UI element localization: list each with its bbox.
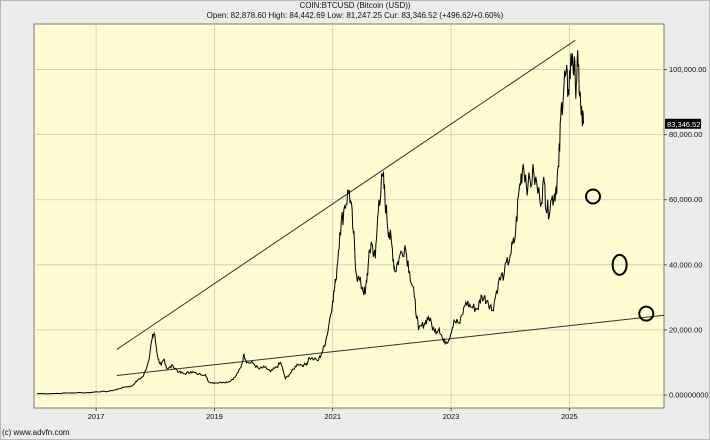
- current-price-box: [665, 118, 701, 129]
- y-tick-label: 60,000.00: [669, 195, 702, 204]
- y-tick-label: 40,000.00: [669, 260, 702, 269]
- x-tick-label: 2023: [443, 412, 460, 421]
- y-tick-label: 0.00000000: [669, 390, 709, 399]
- x-tick-label: 2019: [206, 412, 223, 421]
- ohlc-readout: Open: 82,878.60 High: 84,442.69 Low: 81,…: [206, 11, 504, 20]
- price-line: [37, 50, 584, 395]
- x-axis: 2017 2019 2021 2023 2025: [88, 408, 578, 421]
- annotations: [585, 188, 655, 322]
- x-tick-label: 2025: [561, 412, 578, 421]
- copyright-text: (c) www.advfn.com: [2, 428, 70, 437]
- y-tick-label: 80,000.00: [669, 130, 702, 139]
- x-tick-label: 2017: [88, 412, 105, 421]
- y-axis: 0.00000000 20,000.00 40,000.00 60,000.00 80,…: [664, 65, 709, 399]
- current-price-tag: 83,346.52: [665, 118, 701, 129]
- y-tick-label: 20,000.00: [669, 325, 702, 334]
- annotation-circle: [611, 253, 628, 276]
- grid: [34, 24, 664, 408]
- chart-title: COIN:BTCUSD (Bitcoin (USD)): [299, 1, 411, 10]
- trendlines: [116, 39, 665, 376]
- trendline-upper: [116, 39, 576, 350]
- current-price-label: 83,346.52: [667, 120, 700, 129]
- trendline-lower: [116, 314, 665, 376]
- x-tick-label: 2021: [324, 412, 341, 421]
- annotation-circle: [585, 188, 602, 205]
- annotation-circle: [638, 305, 655, 322]
- y-tick-label: 100,000.00: [669, 65, 707, 74]
- plot-area[interactable]: [33, 23, 665, 409]
